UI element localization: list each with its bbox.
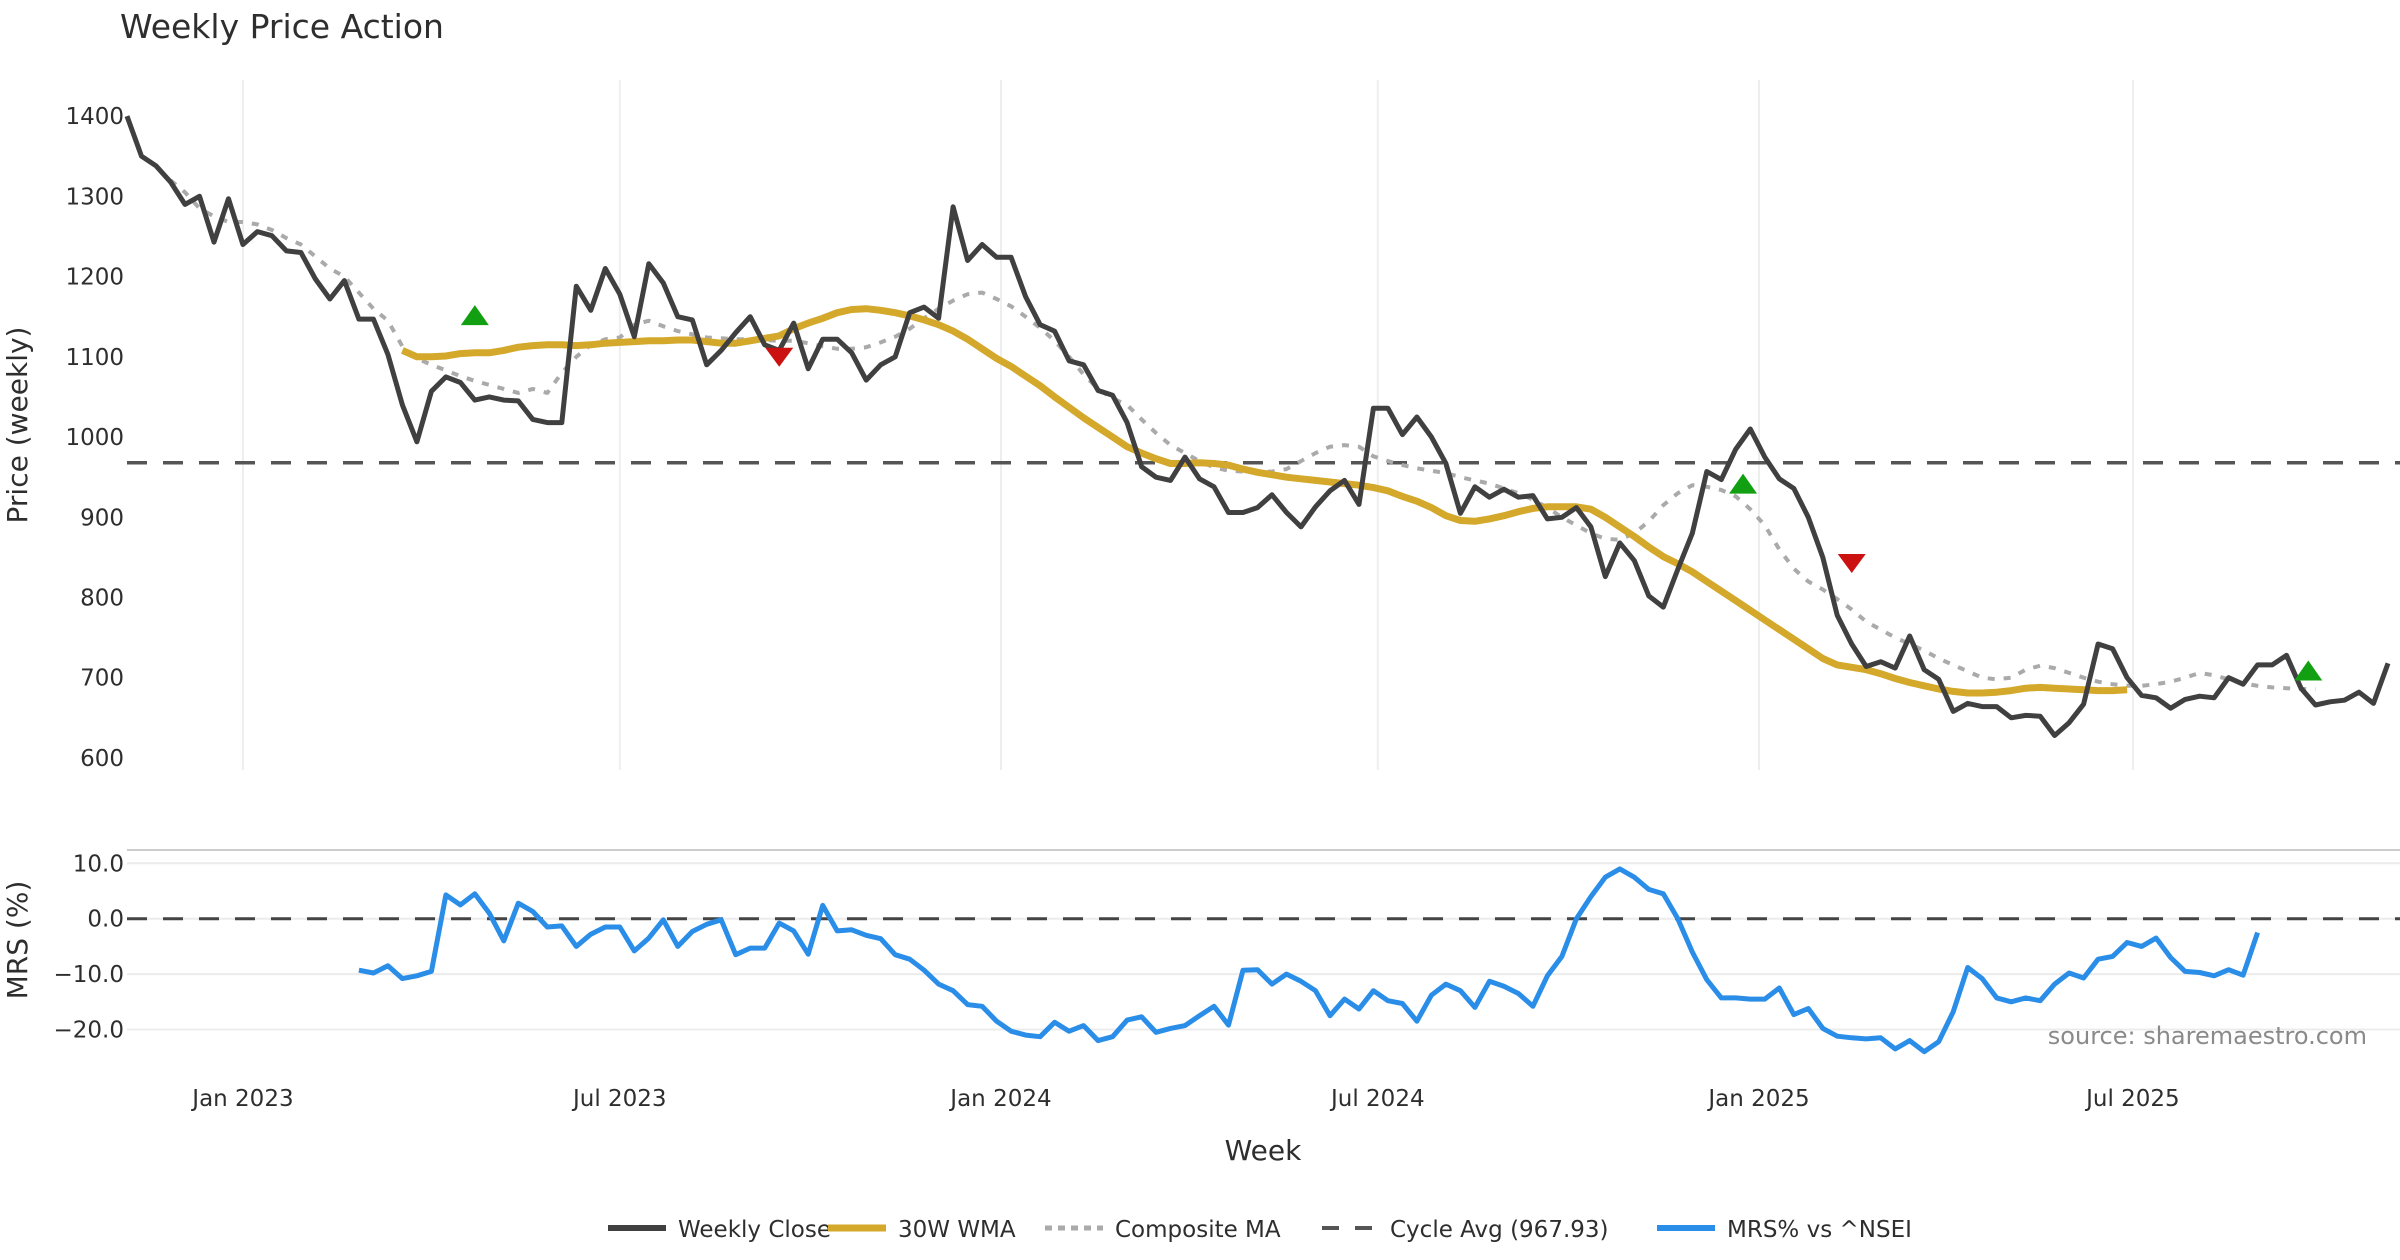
chart-title: Weekly Price Action <box>120 7 444 46</box>
legend-label: Cycle Avg (967.93) <box>1390 1217 1609 1243</box>
legend-item-30w-wma: 30W WMA <box>828 1217 1016 1243</box>
x-tick-label-jan-2024: Jan 2024 <box>948 1086 1051 1112</box>
mrs-y-tick-label: 0.0 <box>87 907 124 933</box>
mrs-panel: MRS (%) 10.0 0.0 −10.0 −20.0 source: sharem… <box>1 849 2400 1055</box>
legend-label: Composite MA <box>1115 1217 1281 1243</box>
mrs-y-tick-label: 10.0 <box>73 851 124 877</box>
source-attribution: source: sharemaestro.com <box>2048 1022 2367 1050</box>
legend-label: Weekly Close <box>678 1217 831 1243</box>
price-y-tick-label: 1200 <box>65 265 124 291</box>
signal-markers <box>460 305 2323 681</box>
x-tick-label-jul-2023: Jul 2023 <box>571 1086 667 1112</box>
price-y-tick-label: 1300 <box>65 184 124 210</box>
legend-item-mrs-vs-nsei: MRS% vs ^NSEI <box>1657 1217 1912 1243</box>
x-axis-ticks: Jan 2023 Jul 2023 Jan 2024 Jul 2024 Jan 2025… <box>190 1086 2179 1112</box>
price-series-group <box>124 115 2391 738</box>
mrs-horizontal-gridlines <box>127 862 2400 1031</box>
mrs-y-ticks: 10.0 0.0 −10.0 −20.0 <box>54 851 124 1043</box>
mrs-axis-title: MRS (%) <box>1 881 34 1000</box>
price-y-ticks: 1400 1300 1200 1100 1000 900 800 700 600 <box>65 104 124 772</box>
price-axis-title: Price (weekly) <box>1 327 34 524</box>
price-y-tick-label: 600 <box>80 746 124 772</box>
mrs-y-tick-label: −10.0 <box>54 962 124 988</box>
price-panel: Price (weekly) 1400 1300 1200 1100 1000 900 80… <box>1 80 2400 772</box>
series-mrs-vs-nsei <box>358 866 2260 1055</box>
buy-signal-marker <box>1729 473 1758 494</box>
series-composite-ma <box>169 178 2316 691</box>
series-30w-wma <box>400 305 2128 697</box>
x-tick-label-jan-2023: Jan 2023 <box>190 1086 293 1112</box>
legend-item-weekly-close: Weekly Close <box>608 1217 831 1243</box>
price-y-tick-label: 800 <box>80 586 124 612</box>
x-tick-label-jul-2025: Jul 2025 <box>2084 1086 2180 1112</box>
x-tick-label-jul-2024: Jul 2024 <box>1329 1086 1425 1112</box>
sell-signal-marker <box>765 347 794 367</box>
legend-item-cycle-avg-967-93: Cycle Avg (967.93) <box>1322 1217 1609 1243</box>
price-y-tick-label: 900 <box>80 505 124 531</box>
sell-signal-marker <box>1837 554 1866 573</box>
x-tick-label-jan-2025: Jan 2025 <box>1706 1086 1809 1112</box>
price-vertical-gridlines <box>241 80 2134 770</box>
price-y-tick-label: 1100 <box>65 345 124 371</box>
buy-signal-marker <box>2294 660 2323 681</box>
mrs-series-group <box>358 866 2260 1055</box>
price-y-tick-label: 1400 <box>65 104 124 130</box>
mrs-y-tick-label: −20.0 <box>54 1018 124 1044</box>
legend-label: 30W WMA <box>898 1217 1016 1243</box>
legend-item-composite-ma: Composite MA <box>1045 1217 1281 1243</box>
x-axis-title: Week <box>1225 1134 1302 1167</box>
legend: Weekly Close 30W WMA Composite MA Cycle Avg… <box>608 1217 1912 1243</box>
legend-label: MRS% vs ^NSEI <box>1727 1217 1912 1243</box>
buy-signal-marker <box>460 305 489 326</box>
price-y-tick-label: 700 <box>80 666 124 692</box>
price-y-tick-label: 1000 <box>65 425 124 451</box>
series-weekly-close <box>124 115 2391 738</box>
